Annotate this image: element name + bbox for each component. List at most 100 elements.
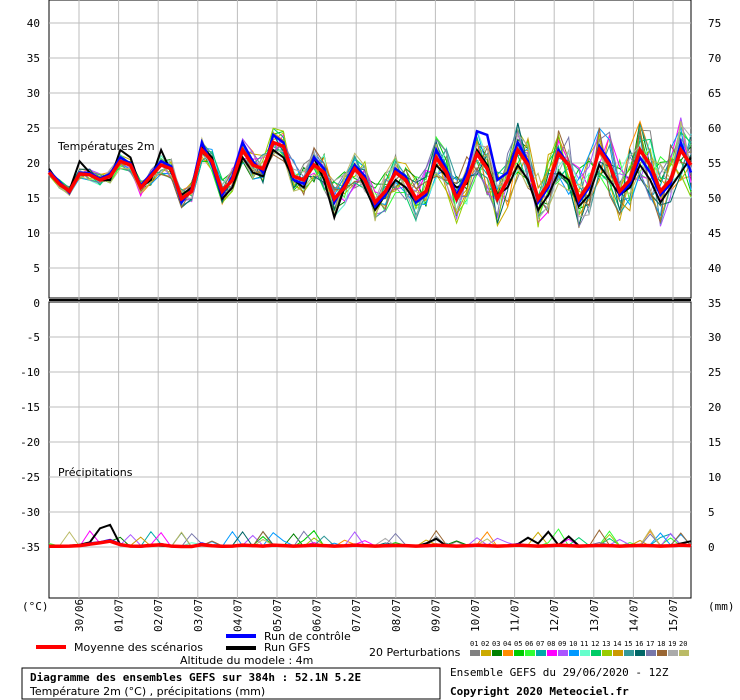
temp-left-tick: 5 bbox=[33, 262, 40, 275]
temperature-panel-label: Températures 2m bbox=[57, 140, 155, 153]
perturbation-swatch bbox=[657, 650, 667, 656]
x-tick-label: 04/07 bbox=[231, 599, 244, 632]
perturbation-swatch bbox=[602, 650, 612, 656]
perturbation-legend: 01 02 03 04 05 06 07 08 09 10 11 12 13 14 15 16 17 18 19 20 bbox=[470, 640, 689, 656]
main-series-lines bbox=[47, 129, 693, 549]
perturbation-swatch bbox=[514, 650, 524, 656]
perturbation-swatch bbox=[558, 650, 568, 656]
perturbation-swatch bbox=[569, 650, 579, 656]
x-tick-label: 03/07 bbox=[192, 599, 205, 632]
perturbation-id-label: 12 bbox=[591, 640, 599, 648]
perturbation-id-label: 18 bbox=[657, 640, 665, 648]
perturbation-id-label: 04 bbox=[503, 640, 511, 648]
perturbation-swatch bbox=[481, 650, 491, 656]
temp-left-tick: 35 bbox=[27, 52, 40, 65]
perturbation-id-label: 17 bbox=[646, 640, 654, 648]
temp-right-tick: 75 bbox=[708, 17, 721, 30]
precip-left-tick: -10 bbox=[20, 366, 40, 379]
chart-title: Diagramme des ensembles GEFS sur 384h : … bbox=[30, 671, 361, 684]
mean-temperature-line bbox=[47, 140, 693, 206]
perturbation-swatch bbox=[470, 650, 480, 656]
perturbation-id-label: 06 bbox=[525, 640, 533, 648]
legend-gfs-label: Run GFS bbox=[264, 641, 310, 654]
precip-right-tick: 0 bbox=[708, 541, 715, 554]
perturbation-id-label: 08 bbox=[547, 640, 555, 648]
x-tick-label: 30/06 bbox=[73, 599, 86, 632]
perturbation-swatch bbox=[492, 650, 502, 656]
perturbation-swatch bbox=[580, 650, 590, 656]
x-tick-label: 10/07 bbox=[469, 599, 482, 632]
temp-right-tick: 55 bbox=[708, 157, 721, 170]
legend-control-label: Run de contrôle bbox=[264, 630, 351, 643]
temp-left-tick: 20 bbox=[27, 157, 40, 170]
precip-right-tick: 20 bbox=[708, 401, 721, 414]
perturbation-swatch bbox=[536, 650, 546, 656]
x-tick-label: 11/07 bbox=[509, 599, 522, 632]
temp-left-tick: 25 bbox=[27, 122, 40, 135]
perturbation-temperature-lines bbox=[48, 117, 692, 229]
x-tick-label: 12/07 bbox=[548, 599, 561, 632]
gridlines bbox=[49, 0, 691, 598]
precip-left-tick: -15 bbox=[20, 401, 40, 414]
copyright-label: Copyright 2020 Meteociel.fr bbox=[450, 685, 629, 698]
perturbation-id-label: 05 bbox=[514, 640, 522, 648]
precip-left-tick: -35 bbox=[20, 541, 40, 554]
temp-left-tick: 15 bbox=[27, 192, 40, 205]
precip-right-tick: 25 bbox=[708, 366, 721, 379]
run-label: Ensemble GEFS du 29/06/2020 - 12Z bbox=[450, 666, 669, 679]
perturbation-id-label: 15 bbox=[624, 640, 632, 648]
temp-left-tick: 10 bbox=[27, 227, 40, 240]
perturbation-id-label: 16 bbox=[635, 640, 643, 648]
x-tick-label: 14/07 bbox=[627, 599, 640, 632]
perturbation-swatch bbox=[613, 650, 623, 656]
temp-right-tick: 50 bbox=[708, 192, 721, 205]
perturbation-id-label: 19 bbox=[668, 640, 676, 648]
temp-left-tick: 30 bbox=[27, 87, 40, 100]
perturbation-id-label: 10 bbox=[569, 640, 577, 648]
perturbation-id-label: 13 bbox=[602, 640, 610, 648]
perturbation-swatch bbox=[503, 650, 513, 656]
x-tick-label: 01/07 bbox=[113, 599, 126, 632]
perturbation-swatch bbox=[525, 650, 535, 656]
x-tick-label: 15/07 bbox=[667, 599, 680, 632]
perturbation-id-label: 01 bbox=[470, 640, 478, 648]
perturbation-id-label: 02 bbox=[481, 640, 489, 648]
perturbation-id-label: 09 bbox=[558, 640, 566, 648]
precip-left-tick: -5 bbox=[27, 331, 40, 344]
x-tick-label: 02/07 bbox=[152, 599, 165, 632]
x-tick-label: 05/07 bbox=[271, 599, 284, 632]
perturbation-swatch bbox=[679, 650, 689, 656]
perturbation-id-label: 20 bbox=[679, 640, 687, 648]
x-tick-label: 08/07 bbox=[390, 599, 403, 632]
temp-right-tick: 65 bbox=[708, 87, 721, 100]
x-tick-label: 09/07 bbox=[429, 599, 442, 632]
precip-right-tick: 15 bbox=[708, 436, 721, 449]
precip-panel-label: Précipitations bbox=[58, 466, 133, 479]
info-box bbox=[21, 667, 441, 700]
temp-right-tick: 60 bbox=[708, 122, 721, 135]
temp-right-tick: 35 bbox=[708, 297, 721, 310]
right-unit-label: (mm) bbox=[708, 600, 735, 613]
x-tick-label: 07/07 bbox=[350, 599, 363, 632]
altitude-label: Altitude du modele : 4m bbox=[180, 654, 313, 667]
precip-left-tick: -25 bbox=[20, 471, 40, 484]
precip-left-tick: -30 bbox=[20, 506, 40, 519]
x-tick-label: 06/07 bbox=[311, 599, 324, 632]
temp-right-tick: 70 bbox=[708, 52, 721, 65]
precip-right-tick: 5 bbox=[708, 506, 715, 519]
perturbation-swatch bbox=[591, 650, 601, 656]
temperature-panel-frame bbox=[48, 0, 692, 299]
temp-right-tick: 40 bbox=[708, 262, 721, 275]
temp-left-tick: 0 bbox=[33, 297, 40, 310]
perturbation-swatch bbox=[635, 650, 645, 656]
legend-mean-label: Moyenne des scénarios bbox=[74, 641, 203, 654]
legend-perturbations-label: 20 Perturbations bbox=[369, 646, 461, 659]
precip-left-tick: -20 bbox=[20, 436, 40, 449]
x-tick-label: 13/07 bbox=[588, 599, 601, 632]
perturbation-id-label: 11 bbox=[580, 640, 588, 648]
temp-left-tick: 40 bbox=[27, 17, 40, 30]
precip-panel-frame bbox=[48, 301, 692, 599]
perturbation-id-label: 14 bbox=[613, 640, 621, 648]
